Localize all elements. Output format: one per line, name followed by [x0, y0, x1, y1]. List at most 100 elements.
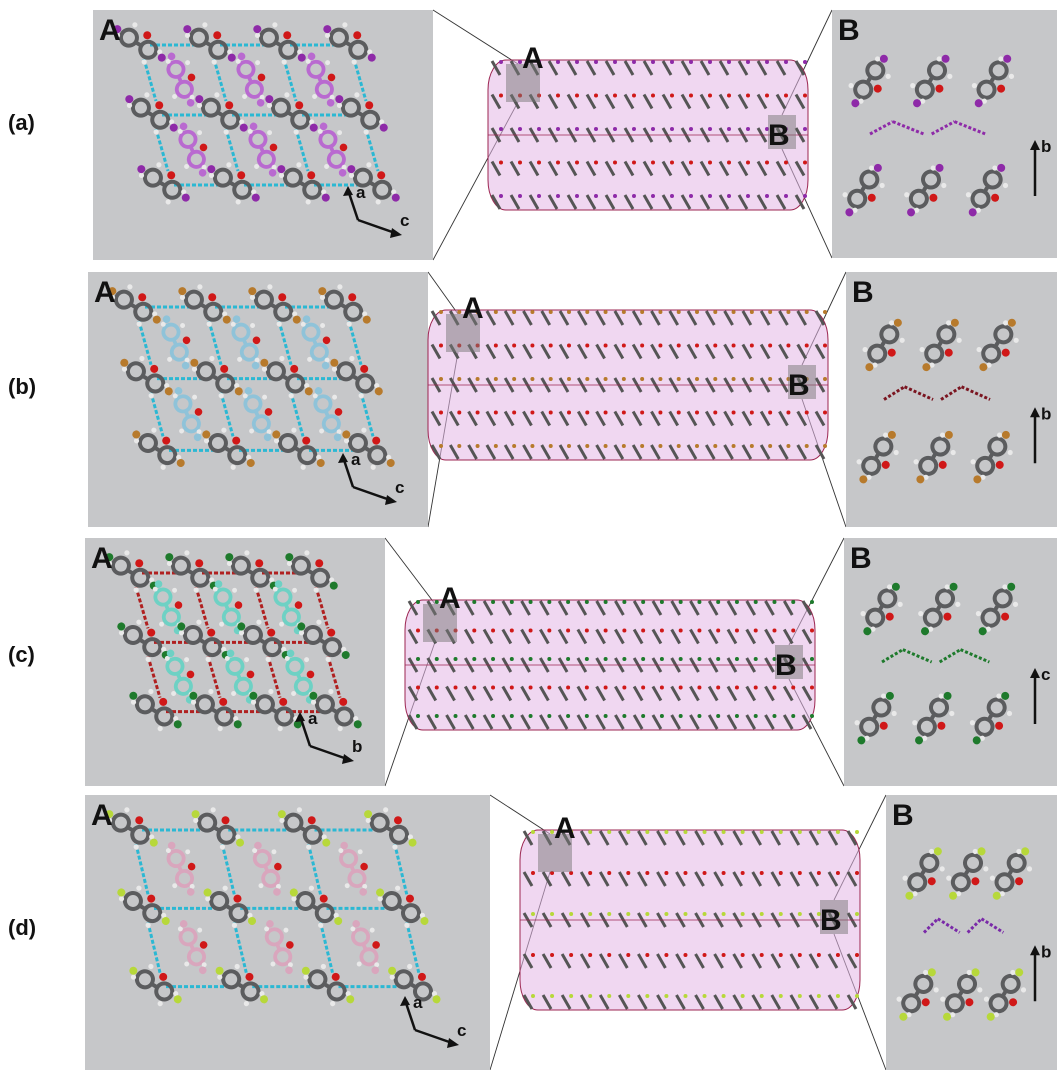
halogen-atom	[992, 891, 1001, 900]
stacked-atom	[835, 871, 840, 875]
hydrogen-atom	[956, 891, 962, 897]
hydrogen-atom	[250, 322, 256, 328]
halogen-atom	[329, 581, 338, 590]
stacked-atom	[721, 912, 726, 916]
carbon-bond	[236, 673, 243, 681]
hydrogen-atom	[237, 356, 243, 362]
stacked-atom	[499, 127, 503, 131]
halogen-atom	[249, 122, 258, 131]
stacked-atom	[566, 714, 571, 718]
oxygen-atom	[290, 364, 299, 373]
stacked-molecule	[539, 714, 550, 730]
stacked-atom	[550, 830, 555, 834]
stacked-molecule	[759, 410, 771, 427]
hydrogen-atom	[848, 82, 854, 89]
stacked-molecule	[650, 310, 661, 326]
hydrogen-atom	[319, 428, 325, 434]
carbon-ring	[166, 849, 186, 869]
stacked-atom	[651, 60, 655, 64]
stacked-molecule	[756, 160, 768, 177]
oxygen-atom	[331, 972, 340, 981]
halogen-atom	[149, 838, 158, 847]
carbon-ring	[935, 588, 956, 609]
stacked-molecule	[759, 444, 771, 460]
stacked-atom	[575, 60, 579, 64]
stacked-atom	[491, 657, 496, 661]
molecule	[971, 54, 1015, 108]
molecule	[152, 580, 183, 635]
halogen-atom	[113, 25, 122, 34]
hydrogen-atom	[217, 974, 223, 980]
stacked-atom	[759, 994, 764, 998]
molecule	[300, 315, 331, 370]
hydrogen-atom	[133, 844, 139, 850]
hydrogen-atom	[152, 586, 158, 592]
interaction-line	[282, 58, 298, 102]
oxygen-atom	[159, 972, 168, 981]
hydrogen-atom	[300, 464, 306, 470]
hydrogen-atom	[291, 427, 297, 433]
stacked-molecule	[718, 194, 730, 210]
region-a-highlight	[538, 834, 572, 872]
axis-label: b	[1041, 404, 1051, 423]
carbon-bond	[349, 865, 356, 873]
stacked-molecule	[680, 93, 692, 110]
stacked-molecule	[632, 600, 644, 616]
stacked-atom	[749, 410, 754, 415]
stacked-atom	[740, 912, 745, 916]
stacked-molecule	[522, 310, 533, 326]
halogen-atom	[304, 387, 313, 396]
stacked-atom	[772, 628, 777, 633]
hydrogen-atom	[259, 94, 265, 100]
molecule	[856, 430, 899, 484]
stacked-atom	[518, 127, 522, 131]
hydrogen-atom	[148, 688, 154, 695]
hydrogen-atom	[180, 322, 186, 328]
stacked-atom	[791, 628, 796, 633]
hydrogen-atom	[379, 119, 385, 125]
stacked-atom	[537, 194, 541, 198]
carbon-bond	[992, 604, 1000, 612]
carbon-bond	[184, 410, 191, 418]
stacked-molecule	[576, 685, 588, 702]
halogen-atom	[292, 315, 301, 324]
stacked-molecule	[745, 628, 757, 645]
oxygen-atom	[286, 941, 294, 949]
molecule	[975, 582, 1019, 636]
carbon-ring	[306, 59, 326, 79]
molecule	[242, 387, 273, 442]
molecule	[946, 847, 989, 900]
stacked-molecule	[598, 830, 610, 846]
stacked-molecule	[430, 343, 442, 360]
stacked-atom	[613, 93, 617, 98]
hydrogen-atom	[305, 58, 311, 64]
interaction-line	[137, 320, 153, 366]
oxygen-atom	[315, 559, 324, 568]
zoom-connector	[489, 794, 551, 835]
molecule	[117, 885, 170, 928]
stacked-molecule	[490, 160, 502, 177]
halogen-atom	[236, 838, 245, 847]
molecule	[912, 691, 955, 745]
stacked-molecule	[642, 160, 654, 177]
stacked-molecule	[595, 444, 606, 460]
carbon-ring	[914, 79, 935, 100]
halogen-atom	[120, 358, 129, 367]
halogen-atom	[248, 287, 257, 296]
carbon-ring	[232, 179, 253, 200]
carbon-ring	[314, 903, 335, 924]
carbon-bond	[269, 302, 278, 310]
stacked-molecule	[650, 343, 661, 360]
carbon-bond	[930, 452, 938, 461]
hydrogen-atom	[854, 720, 860, 726]
axis-arrowhead	[295, 712, 305, 722]
stacked-atom	[434, 685, 439, 690]
halogen-atom	[359, 888, 368, 896]
stacked-atom	[518, 194, 522, 198]
carbon-bond	[177, 865, 184, 873]
carbon-bond	[296, 673, 303, 681]
stacked-atom	[678, 714, 683, 718]
halogen-atom	[371, 966, 380, 975]
stacked-molecule	[407, 685, 419, 702]
stacked-molecule	[650, 410, 661, 427]
